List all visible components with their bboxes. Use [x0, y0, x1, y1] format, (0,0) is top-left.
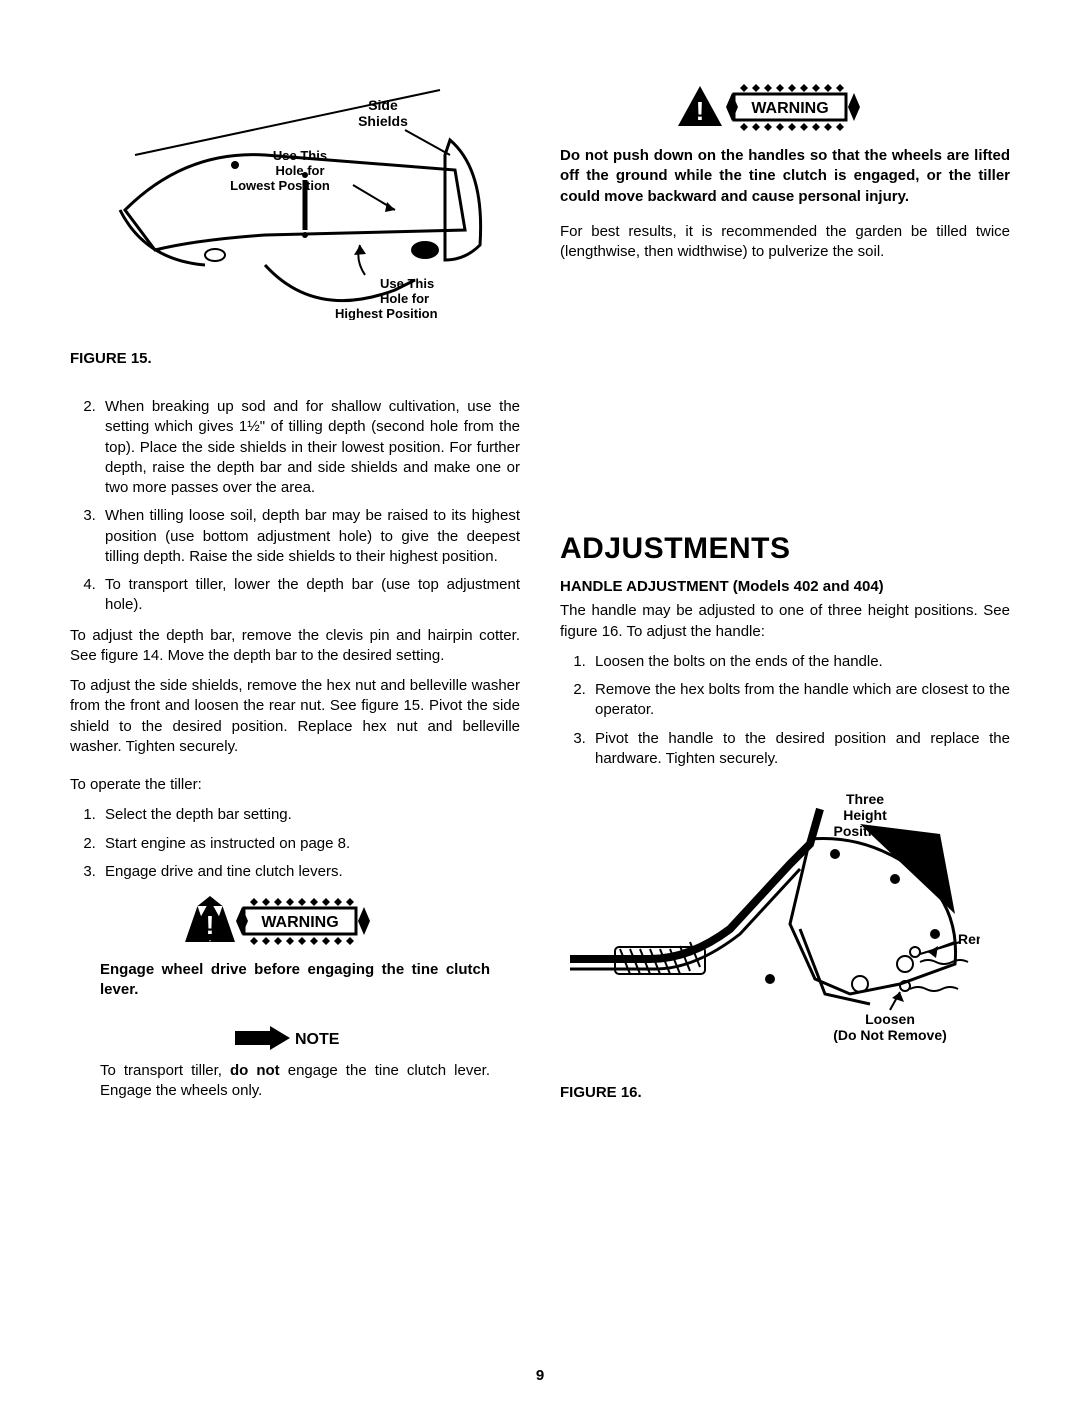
list-item: Remove the hex bolts from the handle whi…: [590, 680, 1010, 721]
svg-text:Shields: Shields: [358, 113, 408, 129]
warning-label: WARNING: [751, 100, 828, 117]
svg-text:Lowest Position: Lowest Position: [230, 178, 330, 193]
label-highest-hole: Use This: [380, 276, 434, 291]
list-item: When breaking up sod and for shallow cul…: [100, 397, 520, 498]
label-lowest-hole: Use This: [273, 148, 327, 163]
tip-paragraph: For best results, it is recommended the …: [560, 222, 1010, 263]
label-three-height: Three: [846, 791, 884, 807]
paragraph-depth-bar: To adjust the depth bar, remove the clev…: [70, 626, 520, 667]
warning-block-left: ! WARNING: [70, 894, 520, 954]
svg-text:Positions: Positions: [833, 823, 896, 839]
spacer: [560, 272, 1010, 532]
list-item: Engage drive and tine clutch levers.: [100, 862, 520, 882]
note-text: To transport tiller, do not engage the t…: [100, 1061, 490, 1102]
label-loosen: Loosen: [865, 1011, 915, 1027]
list-item: Loosen the bolts on the ends of the hand…: [590, 652, 1010, 672]
list-item: To transport tiller, lower the depth bar…: [100, 575, 520, 616]
paragraph-side-shields: To adjust the side shields, remove the h…: [70, 676, 520, 757]
label-remove: Remove: [958, 931, 980, 947]
note-text-b: do not: [230, 1062, 280, 1079]
warning-text-right: Do not push down on the handles so that …: [560, 146, 1010, 207]
figure-16-illustration: Three Height Positions Remove Loosen (Do…: [560, 784, 980, 1064]
list-item: Select the depth bar setting.: [100, 805, 520, 825]
page-number: 9: [0, 1367, 1080, 1384]
sub-title-handle-adjustment: HANDLE ADJUSTMENT (Models 402 and 404): [560, 578, 1010, 595]
svg-text:Hole for: Hole for: [275, 163, 324, 178]
svg-text:Hole for: Hole for: [380, 291, 429, 306]
handle-steps-list: Loosen the bolts on the ends of the hand…: [560, 652, 1010, 769]
note-block: NOTE: [70, 1026, 520, 1055]
operate-intro: To operate the tiller:: [70, 775, 520, 795]
svg-text:(Do Not Remove): (Do Not Remove): [833, 1027, 947, 1043]
right-column: ! WARNING Do not push down on the handle…: [560, 60, 1010, 1101]
figure-15-illustration: Side Shields Use This Hole for Lowest Po…: [105, 60, 485, 320]
note-text-a: To transport tiller,: [100, 1062, 230, 1079]
list-item: Start engine as instructed on page 8.: [100, 834, 520, 854]
figure-16-container: Three Height Positions Remove Loosen (Do…: [560, 784, 1010, 1101]
figure-15-caption: FIGURE 15.: [70, 350, 520, 367]
left-column: Side Shields Use This Hole for Lowest Po…: [70, 60, 520, 1101]
operate-list: Select the depth bar setting. Start engi…: [70, 805, 520, 882]
warning-block-right: ! WARNING: [560, 80, 1010, 140]
list-item: Pivot the handle to the desired position…: [590, 729, 1010, 770]
svg-text:Height: Height: [843, 807, 887, 823]
svg-text:!: !: [696, 96, 705, 126]
svg-text:!: !: [206, 910, 215, 940]
section-title-adjustments: ADJUSTMENTS: [560, 532, 1010, 566]
note-label: NOTE: [295, 1031, 340, 1048]
two-column-layout: Side Shields Use This Hole for Lowest Po…: [70, 60, 1010, 1101]
list-item: When tilling loose soil, depth bar may b…: [100, 506, 520, 567]
instruction-list: When breaking up sod and for shallow cul…: [70, 397, 520, 616]
warning-label: WARNING: [261, 914, 338, 931]
note-icon: NOTE: [235, 1026, 355, 1050]
handle-intro: The handle may be adjusted to one of thr…: [560, 601, 1010, 642]
figure-15-container: Side Shields Use This Hole for Lowest Po…: [70, 60, 520, 325]
warning-icon: ! WARNING: [670, 80, 900, 135]
page: Side Shields Use This Hole for Lowest Po…: [0, 0, 1080, 1409]
warning-text-left: Engage wheel drive before engaging the t…: [100, 960, 490, 1001]
figure-16-caption: FIGURE 16.: [560, 1084, 1010, 1101]
warning-icon: ! WARNING: [180, 894, 410, 949]
svg-text:Highest Position: Highest Position: [335, 306, 438, 320]
